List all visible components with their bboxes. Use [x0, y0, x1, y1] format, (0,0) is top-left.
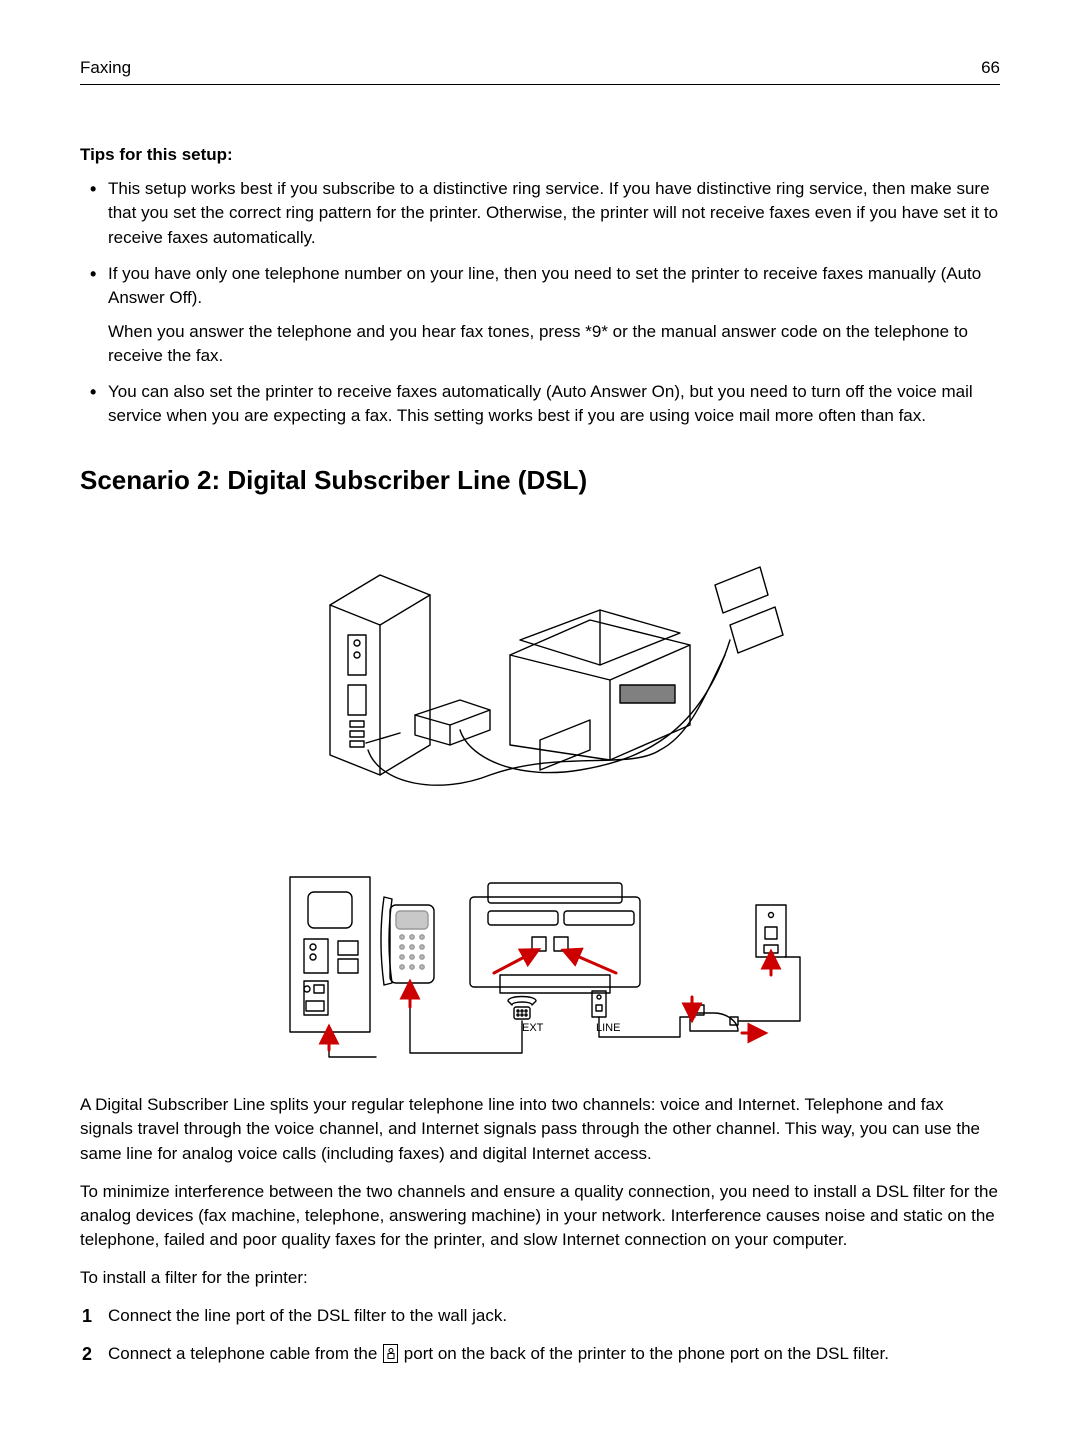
- tip-item: This setup works best if you subscribe t…: [108, 177, 1000, 249]
- header-title: Faxing: [80, 56, 131, 80]
- tip-subtext: When you answer the telephone and you he…: [108, 320, 1000, 368]
- install-step: Connect the line port of the DSL filter …: [108, 1304, 1000, 1328]
- tip-item: You can also set the printer to receive …: [108, 380, 1000, 428]
- dsl-paragraph-1: A Digital Subscriber Line splits your re…: [80, 1093, 1000, 1165]
- install-steps: Connect the line port of the DSL filter …: [80, 1304, 1000, 1366]
- ext-label: EXT: [522, 1022, 544, 1034]
- line-port-icon: [383, 1344, 398, 1363]
- setup-diagram-perspective: [260, 525, 820, 825]
- tips-list: This setup works best if you subscribe t…: [80, 177, 1000, 428]
- line-label: LINE: [596, 1022, 620, 1034]
- page-header: Faxing 66: [80, 56, 1000, 85]
- setup-diagram-schematic: EXT LINE: [260, 857, 820, 1067]
- page-number: 66: [981, 56, 1000, 80]
- step-text: Connect the line port of the DSL filter …: [108, 1306, 507, 1325]
- dsl-paragraph-3: To install a filter for the printer:: [80, 1266, 1000, 1290]
- tip-text: This setup works best if you subscribe t…: [108, 179, 998, 246]
- install-step: Connect a telephone cable from the port …: [108, 1342, 1000, 1366]
- tips-heading: Tips for this setup:: [80, 143, 1000, 167]
- step-text-a: Connect a telephone cable from the: [108, 1344, 382, 1363]
- scenario-heading: Scenario 2: Digital Subscriber Line (DSL…: [80, 462, 1000, 499]
- step-text-b: port on the back of the printer to the p…: [399, 1344, 889, 1363]
- dsl-paragraph-2: To minimize interference between the two…: [80, 1180, 1000, 1252]
- tip-text: If you have only one telephone number on…: [108, 264, 981, 307]
- tip-item: If you have only one telephone number on…: [108, 262, 1000, 369]
- tip-text: You can also set the printer to receive …: [108, 382, 973, 425]
